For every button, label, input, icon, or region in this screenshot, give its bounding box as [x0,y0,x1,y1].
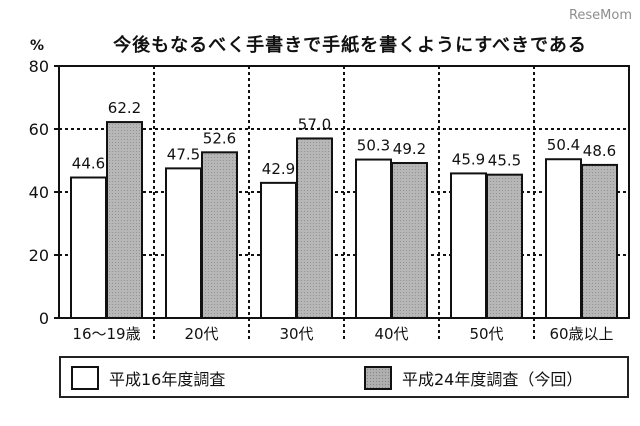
watermark: ReseMom [568,8,632,23]
bar-h16 [165,167,202,319]
data-label-h16: 42.9 [262,160,295,178]
data-label-h16: 45.9 [452,150,485,168]
bar-h24 [201,151,238,319]
legend-label-h24: 平成24年度調査（今回） [402,370,583,389]
data-label-h24: 45.5 [488,152,521,170]
x-category-label: 30代 [279,325,313,343]
bar-h24 [106,121,143,319]
data-label-h16: 50.4 [547,136,580,154]
bar-h16 [70,176,107,319]
data-label-h24: 52.6 [203,129,236,147]
y-tick-label: 20 [29,246,49,265]
axis-layer: 0 20 40 60 80 16～19歳 20代 30代 40代 50代 60歳以上 [29,57,630,343]
data-label-h16: 50.3 [357,137,390,155]
bar-h16 [355,158,392,319]
labels-layer: 44.6 62.2 47.552.6 42.9 57.0 50.3 49.2 45.9 45.5… [72,99,616,178]
chart-title: 今後もなるべく手書きで手紙を書くようにすべきである [113,35,587,56]
data-label-h24: 49.2 [393,140,426,158]
y-tick-label: 0 [39,309,49,328]
bar-h16 [450,172,487,319]
legend-item-h16: 平成16年度調査 [71,366,225,390]
data-label-h16: 44.6 [72,155,105,173]
bar-h24 [581,163,618,319]
x-category-label: 50代 [469,325,503,343]
data-label-h24: 62.2 [108,99,141,117]
legend-label-h16: 平成16年度調査 [109,370,226,389]
data-label-h24: 48.6 [583,142,616,160]
bar-h24 [296,137,333,319]
bar-h24 [486,173,523,319]
grid-layer [59,66,629,339]
x-category-label: 40代 [374,325,408,343]
legend: 平成16年度調査 平成24年度調査（今回） [59,356,629,398]
legend-item-h24: 平成24年度調査（今回） [364,366,582,390]
data-label-h16: 47.5 [167,145,200,163]
bar-h16 [260,181,297,319]
legend-swatch-h24 [364,366,392,390]
x-category-label: 60歳以上 [549,325,613,343]
legend-swatch-h16 [71,366,99,390]
x-category-label: 20代 [184,325,218,343]
bar-h24 [391,162,428,319]
y-tick-label: 40 [29,183,49,202]
bars-layer [70,121,618,319]
y-tick-label: 60 [29,120,49,139]
x-category-label: 16～19歳 [72,325,140,343]
data-label-h24: 57.0 [298,115,331,133]
y-tick-label: 80 [29,57,49,76]
y-axis-unit: % [30,38,45,54]
bar-h16 [545,158,582,319]
